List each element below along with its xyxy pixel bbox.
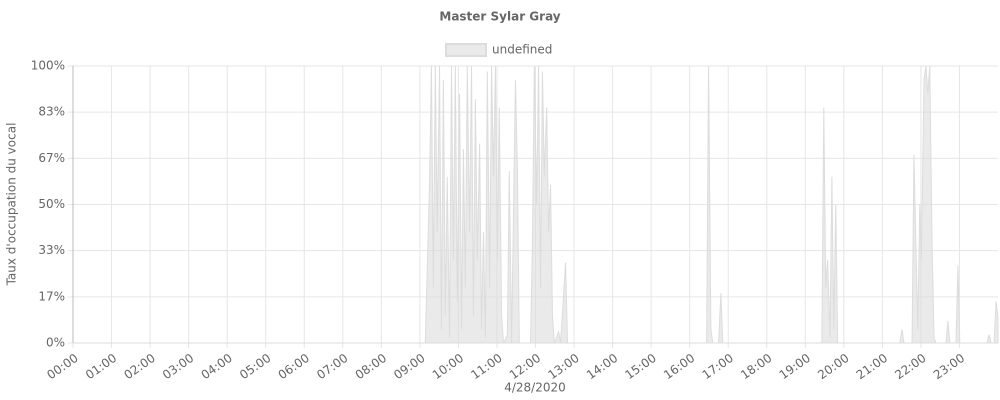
x-tick-label: 09:00: [391, 351, 427, 382]
x-tick-label: 05:00: [237, 351, 273, 382]
x-tick-label: 19:00: [777, 351, 813, 382]
x-tick-label: 00:00: [44, 351, 80, 382]
y-tick-label: 33%: [38, 243, 65, 257]
x-tick-label: 18:00: [738, 351, 774, 382]
y-tick-label: 0%: [46, 336, 65, 350]
y-tick-label: 100%: [31, 59, 65, 73]
x-tick-label: 04:00: [199, 351, 235, 382]
x-tick-label: 02:00: [121, 351, 157, 382]
x-tick-label: 17:00: [700, 351, 736, 382]
legend-swatch: [445, 43, 487, 57]
x-tick-label: 23:00: [931, 351, 967, 382]
x-tick-label: 12:00: [507, 351, 543, 382]
x-tick-label: 11:00: [468, 351, 504, 382]
x-tick-label: 06:00: [276, 351, 312, 382]
x-tick-label: 08:00: [353, 351, 389, 382]
chart-title: Master Sylar Gray: [439, 10, 560, 24]
x-axis-label: 4/28/2020: [504, 381, 566, 395]
y-axis-label: Taux d'occupation du vocal: [5, 123, 19, 287]
x-tick-label: 07:00: [314, 351, 350, 382]
y-tick-label: 17%: [38, 289, 65, 303]
x-tick-label: 03:00: [160, 351, 196, 382]
area: [73, 65, 999, 344]
x-tick-label: 10:00: [430, 351, 466, 382]
x-tick-label: 15:00: [622, 351, 658, 382]
y-tick-label: 83%: [38, 105, 65, 119]
x-tick-label: 13:00: [545, 351, 581, 382]
x-tick-label: 01:00: [83, 351, 119, 382]
y-tick-label: 67%: [38, 151, 65, 165]
y-tick-label: 50%: [38, 197, 65, 211]
x-tick-label: 20:00: [815, 351, 851, 382]
x-tick-label: 22:00: [892, 351, 928, 382]
x-tick-label: 16:00: [661, 351, 697, 382]
x-tick-label: 14:00: [584, 351, 620, 382]
legend-label: undefined: [492, 43, 552, 57]
x-tick-label: 21:00: [854, 351, 890, 382]
